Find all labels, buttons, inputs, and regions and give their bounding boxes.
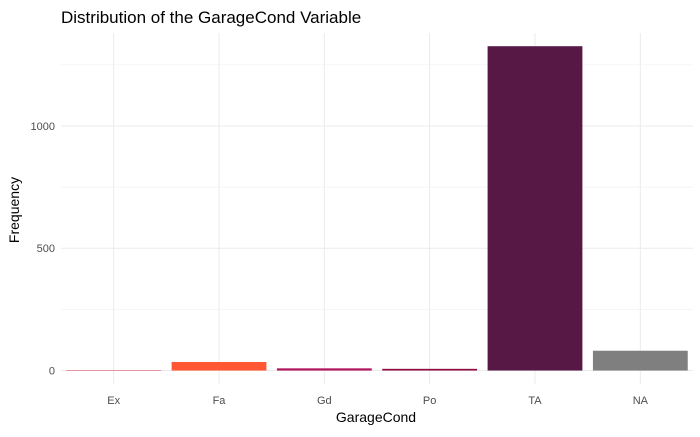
y-tick-label: 500: [37, 243, 55, 255]
grid-lines: [61, 33, 693, 384]
x-tick-label: Fa: [213, 395, 227, 407]
y-tick-label: 1000: [31, 121, 55, 133]
x-tick-label: Po: [423, 395, 436, 407]
x-tick-label: Ex: [107, 395, 120, 407]
x-tick-label: Gd: [317, 395, 332, 407]
chart-title: Distribution of the GarageCond Variable: [61, 8, 361, 27]
bar-na: [593, 351, 688, 371]
y-tick-labels: 0 500 1000: [31, 121, 55, 378]
y-tick-label: 0: [49, 366, 55, 378]
bar-po: [382, 369, 477, 371]
y-axis-title: Frequency: [6, 177, 22, 243]
bar-gd: [277, 368, 372, 370]
bars: [66, 46, 687, 370]
x-axis-title: GarageCond: [336, 409, 416, 425]
x-tick-labels: Ex Fa Gd Po TA NA: [107, 395, 648, 407]
bar-ta: [488, 46, 583, 370]
bar-fa: [172, 362, 267, 371]
x-tick-label: TA: [528, 395, 542, 407]
x-tick-label: NA: [633, 395, 649, 407]
